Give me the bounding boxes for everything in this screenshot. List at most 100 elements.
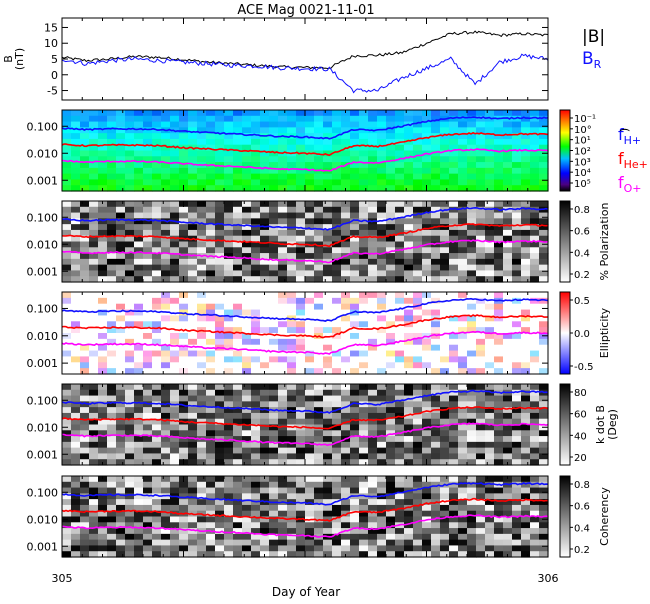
spectrogram-cell <box>242 167 252 175</box>
spectrogram-cell <box>233 436 243 443</box>
spectrogram-cell <box>71 224 81 231</box>
spectrogram-cell <box>449 127 459 134</box>
spectrogram-cell <box>503 407 513 414</box>
spectrogram-cell <box>233 258 243 266</box>
spectrogram-cell <box>278 253 288 260</box>
spectrogram-cell <box>530 167 540 175</box>
spectrogram-cell <box>332 389 342 397</box>
spectrogram-cell <box>260 247 270 254</box>
spectrogram-cell <box>458 247 468 254</box>
spectrogram-cell <box>386 447 396 455</box>
spectrogram-cell <box>467 138 477 146</box>
spectrogram-cell <box>242 185 252 192</box>
spectrogram-cell <box>152 309 162 317</box>
spectrogram-cell <box>395 309 405 317</box>
spectrogram-cell <box>521 309 531 317</box>
spectrogram-cell <box>251 453 261 460</box>
spectrogram-cell <box>125 401 135 408</box>
spectrogram-cell <box>170 241 180 248</box>
spectrogram-cell <box>224 424 234 431</box>
spectrogram-cell <box>287 121 297 128</box>
spectrogram-cell <box>368 173 378 181</box>
spectrogram-cell <box>323 309 333 317</box>
colorbar-tick-label: 0.4 <box>574 248 590 259</box>
spectrogram-cell <box>467 533 477 541</box>
spectrogram-cell <box>206 539 216 547</box>
spectrogram-cell <box>341 241 351 248</box>
spectrogram-cell <box>395 447 405 455</box>
spectrogram-cell <box>206 206 216 214</box>
spectrogram-cell <box>332 459 342 466</box>
spectrogram-cell <box>197 321 207 328</box>
spectrogram-cell <box>494 321 504 328</box>
spectrogram-cell <box>404 338 414 346</box>
y-tick-label: 5 <box>51 53 58 66</box>
spectrogram-cell <box>179 356 189 363</box>
series-line-f_O+ <box>61 148 549 172</box>
spectrogram-cell <box>323 395 333 402</box>
spectrogram-cell <box>458 276 468 283</box>
spectrogram-cell <box>125 218 135 225</box>
spectrogram-cell <box>377 418 387 426</box>
spectrogram-cell <box>323 368 333 375</box>
spectrogram-cell <box>152 185 162 192</box>
spectrogram-cell <box>323 418 333 426</box>
spectrogram-cell <box>359 270 369 277</box>
spectrogram-cell <box>476 516 486 523</box>
spectrogram-cell <box>503 315 513 322</box>
spectrogram-cell <box>233 327 243 334</box>
spectrogram-cell <box>152 138 162 146</box>
spectrogram-cell <box>305 309 315 317</box>
spectrogram-cell <box>377 389 387 397</box>
spectrogram-cell <box>251 389 261 397</box>
spectrogram-cell <box>161 212 171 219</box>
spectrogram-cell <box>413 156 423 163</box>
spectrogram-cell <box>260 144 270 152</box>
spectrogram-cell <box>233 338 243 346</box>
spectrogram-cell <box>395 533 405 541</box>
spectrogram-cell <box>188 528 198 535</box>
spectrogram-cell <box>494 150 504 157</box>
spectrogram-cell <box>323 264 333 272</box>
spectrogram-cell <box>278 235 288 243</box>
spectrogram-cell <box>188 368 198 375</box>
spectrogram-cell <box>413 459 423 466</box>
y-tick-label: 0.001 <box>27 174 59 187</box>
spectrogram-cell <box>314 545 324 552</box>
spectrogram-cell <box>71 115 81 123</box>
spectrogram-cell <box>395 384 405 391</box>
spectrogram-cell <box>539 224 549 231</box>
spectrogram-cell <box>521 533 531 541</box>
spectrogram-cell <box>71 401 81 408</box>
spectrogram-cell <box>296 430 306 437</box>
spectrogram-cell <box>386 212 396 219</box>
spectrogram-cell <box>215 138 225 146</box>
spectrogram-cell <box>161 327 171 334</box>
spectrogram-cell <box>143 218 153 225</box>
spectrogram-cell <box>458 481 468 489</box>
spectrogram-cell <box>530 476 540 483</box>
spectrogram-cell <box>143 350 153 358</box>
spectrogram-cell <box>440 441 450 449</box>
spectrogram-cell <box>242 510 252 518</box>
spectrogram-cell <box>161 487 171 494</box>
spectrogram-cell <box>305 144 315 152</box>
spectrogram-cell <box>296 401 306 408</box>
spectrogram-cell <box>377 241 387 248</box>
spectrogram-cell <box>404 309 414 317</box>
spectrogram-cell <box>539 350 549 358</box>
spectrogram-cell <box>233 545 243 552</box>
spectrogram-cell <box>539 453 549 460</box>
spectrogram-cell <box>98 144 108 152</box>
spectrogram-cell <box>413 447 423 455</box>
spectrogram-cell <box>512 133 522 140</box>
spectrogram-cell <box>80 401 90 408</box>
spectrogram-cell <box>98 150 108 157</box>
spectrogram-cell <box>323 459 333 466</box>
spectrogram-cell <box>323 493 333 500</box>
spectrogram-cell <box>251 368 261 375</box>
spectrogram-cell <box>458 338 468 346</box>
spectrogram-cell <box>368 315 378 322</box>
spectrogram-cell <box>422 436 432 443</box>
spectrogram-cell <box>395 356 405 363</box>
